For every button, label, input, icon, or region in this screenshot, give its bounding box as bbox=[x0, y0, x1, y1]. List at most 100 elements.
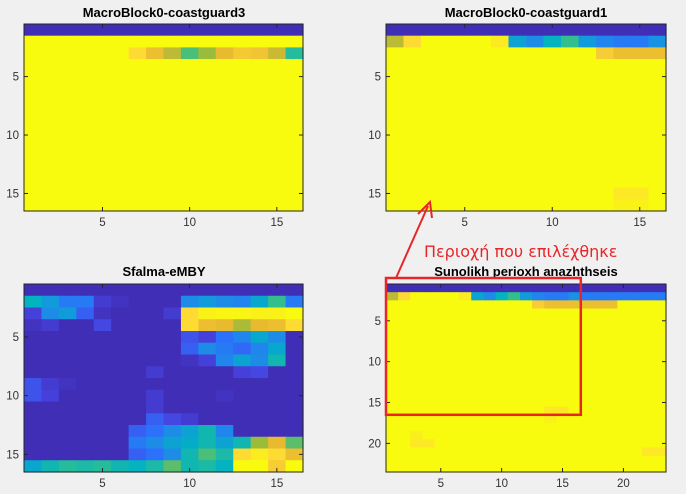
heatmap-cell bbox=[561, 24, 580, 37]
heatmap-cell bbox=[198, 425, 217, 438]
heatmap-cell bbox=[421, 82, 440, 95]
heatmap-cell bbox=[146, 129, 165, 142]
heatmap-cell bbox=[215, 425, 234, 438]
heatmap-cell bbox=[41, 342, 60, 356]
heatmap-cell bbox=[592, 455, 606, 465]
heatmap-cell bbox=[76, 460, 95, 473]
heatmap-cell bbox=[556, 382, 570, 391]
heatmap-cell bbox=[163, 117, 182, 130]
heatmap-cell bbox=[446, 439, 460, 449]
heatmap-cell bbox=[24, 35, 43, 48]
heatmap-cell bbox=[641, 292, 655, 301]
heatmap-cell bbox=[653, 455, 667, 465]
heatmap-cell bbox=[456, 140, 475, 154]
heatmap-cell bbox=[495, 455, 509, 465]
heatmap-cell bbox=[631, 117, 650, 130]
heatmap-cell bbox=[421, 24, 440, 37]
heatmap-cell bbox=[111, 389, 130, 403]
heatmap-cell bbox=[592, 373, 606, 383]
heatmap-cell bbox=[250, 199, 269, 212]
heatmap-cell bbox=[508, 140, 527, 154]
heatmap-cell bbox=[163, 401, 182, 414]
heatmap-cell bbox=[422, 447, 436, 457]
heatmap-cell bbox=[495, 324, 509, 334]
heatmap-cell bbox=[605, 292, 618, 301]
heatmap-cell bbox=[41, 295, 60, 309]
heatmap-cell bbox=[653, 422, 667, 432]
heatmap-cell bbox=[613, 105, 632, 119]
heatmap-cell bbox=[285, 117, 304, 130]
heatmap-cell bbox=[215, 35, 234, 48]
heatmap-cell bbox=[58, 152, 77, 165]
heatmap-cell bbox=[215, 94, 234, 107]
heatmap-cell bbox=[128, 389, 147, 403]
heatmap-cell bbox=[543, 94, 562, 107]
heatmap-cell bbox=[163, 47, 182, 60]
heatmap-cell bbox=[268, 425, 287, 438]
heatmap-cell bbox=[459, 333, 472, 342]
heatmap-cell bbox=[421, 129, 440, 142]
heatmap-cell bbox=[629, 390, 643, 400]
heatmap-cell bbox=[410, 422, 424, 432]
heatmap-cell bbox=[163, 164, 182, 177]
heatmap-cell bbox=[438, 47, 457, 60]
heatmap-cell bbox=[111, 117, 130, 130]
heatmap-cell bbox=[434, 349, 448, 359]
heatmap-cell bbox=[561, 47, 580, 60]
heatmap-cell bbox=[146, 140, 165, 154]
heatmap-cell bbox=[596, 129, 615, 142]
panel-title: MacroBlock0-coastguard3 bbox=[83, 5, 246, 20]
heatmap-cell bbox=[285, 342, 304, 356]
heatmap-cell bbox=[111, 175, 130, 189]
heatmap-cell bbox=[233, 152, 252, 165]
heatmap-cell bbox=[568, 357, 582, 367]
heatmap-cell bbox=[410, 365, 424, 375]
heatmap-cell bbox=[422, 284, 436, 293]
heatmap-cell bbox=[403, 164, 422, 177]
axes-frame bbox=[23, 23, 304, 212]
heatmap-cell bbox=[473, 70, 492, 84]
heatmap-cell bbox=[653, 349, 667, 359]
heatmap-cell bbox=[491, 105, 510, 119]
heatmap-cell bbox=[24, 448, 43, 461]
heatmap-cell bbox=[568, 341, 582, 350]
heatmap-cell bbox=[544, 316, 558, 326]
heatmap-cell bbox=[544, 308, 558, 318]
heatmap-cell bbox=[629, 439, 643, 449]
heatmap-cell bbox=[403, 47, 422, 60]
heatmap-cell bbox=[456, 152, 475, 165]
heatmap-cell bbox=[146, 187, 165, 200]
heatmap-cell bbox=[653, 365, 667, 375]
heatmap-cell bbox=[250, 460, 269, 473]
heatmap-cell bbox=[617, 341, 631, 350]
heatmap-cell bbox=[578, 187, 597, 200]
heatmap-cell bbox=[422, 439, 436, 449]
x-tick-label: 5 bbox=[99, 478, 105, 490]
heatmap-cell bbox=[641, 439, 655, 449]
heatmap-cell bbox=[111, 152, 130, 165]
heatmap-cell bbox=[519, 414, 533, 424]
heatmap-cell bbox=[507, 398, 521, 408]
heatmap-cell bbox=[605, 349, 618, 359]
heatmap-cell bbox=[198, 82, 217, 95]
heatmap-cell bbox=[561, 70, 580, 84]
heatmap-cell bbox=[128, 413, 147, 426]
heatmap-cell bbox=[403, 117, 422, 130]
heatmap-cell bbox=[250, 105, 269, 119]
heatmap-cell bbox=[58, 331, 77, 344]
heatmap-cell bbox=[58, 82, 77, 95]
heatmap-cell bbox=[285, 366, 304, 379]
heatmap-cell bbox=[556, 398, 570, 408]
heatmap-cell bbox=[198, 35, 217, 48]
heatmap-cell bbox=[446, 422, 460, 432]
heatmap-cell bbox=[233, 401, 252, 414]
heatmap-cell bbox=[568, 365, 582, 375]
heatmap-cell bbox=[483, 300, 497, 310]
heatmap-cell bbox=[495, 308, 509, 318]
heatmap-cell bbox=[250, 389, 269, 403]
heatmap-cell bbox=[617, 333, 631, 342]
heatmap-cell bbox=[653, 292, 667, 301]
heatmap-cell bbox=[386, 35, 405, 48]
heatmap-cell bbox=[285, 140, 304, 154]
heatmap-cell bbox=[459, 431, 472, 440]
